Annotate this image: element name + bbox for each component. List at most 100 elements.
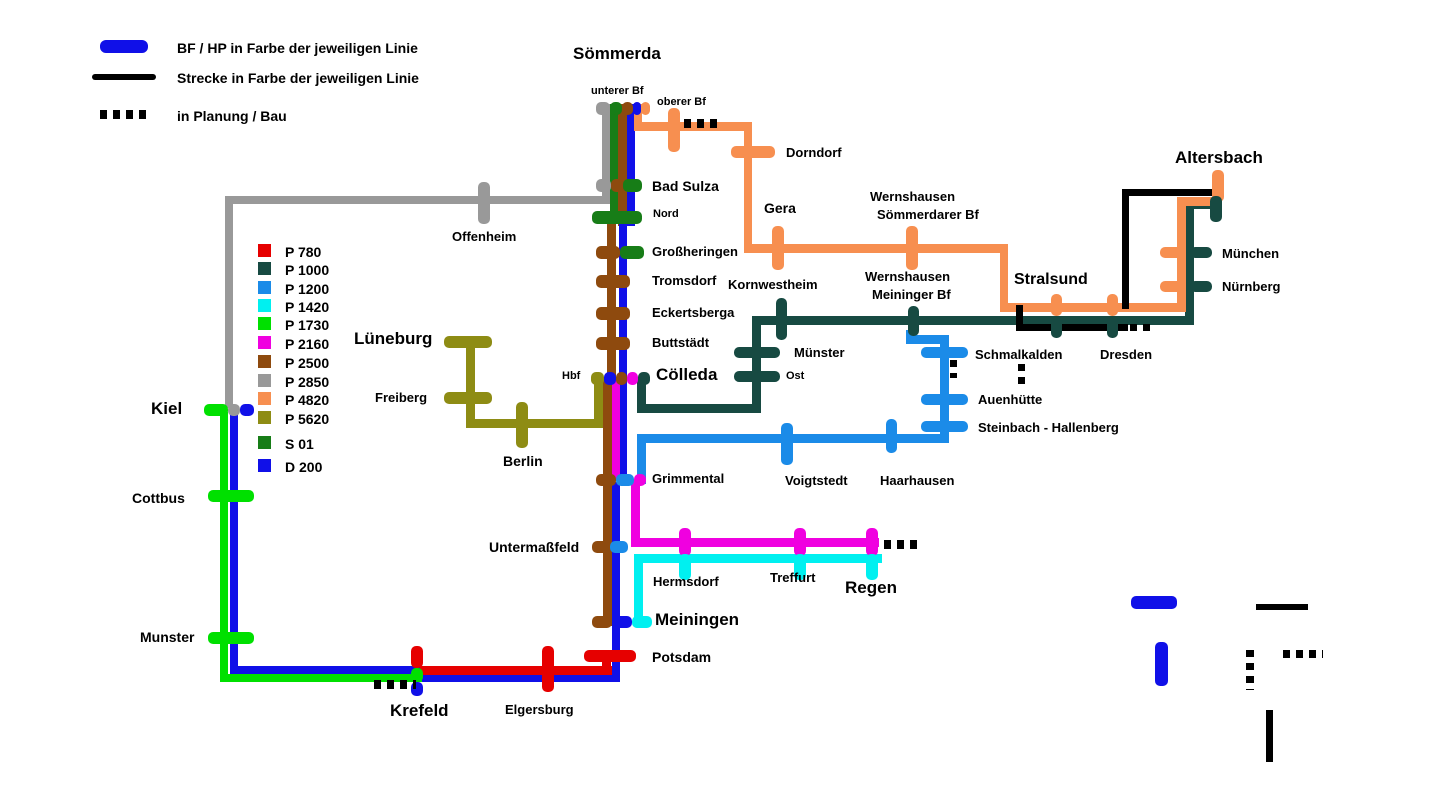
station-label: Steinbach - Hallenberg — [978, 420, 1119, 435]
station-marker-dblue — [633, 102, 641, 115]
station-marker-teal — [1190, 247, 1212, 258]
line-segment-cyan — [634, 554, 643, 622]
station-marker-dblue — [1131, 596, 1177, 609]
station-label: Sömmerda — [573, 44, 661, 63]
station-marker-orange — [906, 226, 918, 270]
station-marker-teal — [1190, 281, 1212, 292]
station-label: Bad Sulza — [652, 178, 719, 194]
line-legend-label: P 1730 — [285, 317, 330, 333]
station-label: Nürnberg — [1222, 279, 1281, 294]
station-label: Berlin — [503, 453, 543, 469]
legend-label-bf-hp: BF / HP in Farbe der jeweiligen Linie — [177, 40, 418, 56]
station-marker-teal — [908, 306, 919, 336]
line-segment-orange — [1000, 244, 1008, 312]
station-label: Freiberg — [375, 390, 428, 405]
line-segment-dblue — [627, 104, 635, 226]
station-label: Auenhütte — [978, 392, 1043, 407]
station-marker-blue — [921, 347, 968, 358]
station-marker-brown — [596, 474, 616, 486]
line-color-swatch-olive — [258, 411, 271, 424]
line-segment-brown — [603, 380, 612, 626]
station-label: Meininger Bf — [872, 287, 951, 302]
station-marker-orange — [1107, 294, 1118, 316]
station-marker-cyan — [794, 554, 806, 580]
line-legend-item: P 4820 — [258, 392, 378, 408]
station-label: Nord — [653, 208, 679, 220]
station-marker-orange — [1160, 281, 1182, 292]
line-segment-blue — [906, 335, 948, 344]
legend-station-bar-swatch — [100, 40, 148, 53]
line-segment-orange — [1000, 303, 1186, 312]
line-legend-item: S 01 — [258, 436, 378, 452]
line-legend-label: P 1200 — [285, 281, 330, 297]
station-label: Wernshausen — [870, 189, 956, 204]
station-label: Munster — [140, 629, 195, 645]
planned-section-dots — [374, 680, 416, 689]
station-marker-green — [411, 668, 423, 682]
station-marker-orange — [731, 146, 775, 158]
line-color-swatch-magenta — [258, 336, 271, 349]
line-segment-magenta — [612, 380, 620, 480]
station-marker-orange — [772, 226, 784, 270]
station-marker-dgreen — [592, 211, 642, 224]
station-marker-red — [542, 646, 554, 692]
line-legend-item: D 200 — [258, 459, 378, 475]
line-color-swatch-cyan — [258, 299, 271, 312]
station-label: unterer Bf — [591, 85, 644, 97]
station-label: oberer Bf — [657, 96, 706, 108]
station-marker-dblue — [1155, 642, 1168, 686]
station-label: Ost — [786, 370, 805, 382]
line-legend-label: P 1000 — [285, 262, 330, 278]
station-label: Grimmental — [652, 471, 725, 486]
station-marker-magenta — [627, 372, 638, 385]
station-marker-brown — [616, 372, 627, 385]
station-label: Altersbach — [1175, 148, 1263, 167]
station-marker-dgreen — [620, 246, 644, 259]
station-label: Stralsund — [1014, 271, 1088, 288]
station-marker-brown — [592, 541, 610, 553]
line-segment-dblue — [230, 666, 422, 674]
planned-section-dots — [1130, 324, 1156, 331]
station-marker-blue — [921, 394, 968, 405]
line-segment-dblue — [230, 412, 238, 674]
line-legend-label: P 5620 — [285, 411, 330, 427]
line-segment-teal — [752, 316, 1194, 325]
station-label: Dorndorf — [786, 145, 842, 160]
station-marker-magenta — [794, 528, 806, 556]
station-marker-brown — [596, 275, 630, 288]
station-marker-teal — [638, 372, 650, 385]
planned-section-dots — [1283, 650, 1323, 658]
planned-section-dots — [884, 540, 922, 549]
station-marker-dgreen — [623, 179, 642, 192]
station-label: Meiningen — [655, 610, 740, 629]
line-segment-black — [1256, 604, 1308, 610]
station-marker-olive — [444, 336, 492, 348]
station-marker-red — [584, 650, 636, 662]
line-color-swatch-dblue — [258, 459, 271, 472]
station-marker-dgreen — [610, 102, 622, 115]
line-segment-gray — [225, 196, 233, 408]
planned-section-dots — [1246, 650, 1254, 690]
station-marker-magenta — [634, 474, 646, 486]
station-label: Untermaßfeld — [489, 539, 580, 555]
station-marker-cyan — [632, 616, 652, 628]
line-legend-label: P 780 — [285, 244, 322, 260]
line-segment-black — [1266, 710, 1273, 762]
line-segment-teal — [752, 316, 761, 413]
station-marker-teal — [1051, 316, 1062, 338]
line-segment-black — [1122, 189, 1216, 196]
station-marker-green — [204, 404, 228, 416]
station-marker-red — [411, 646, 423, 668]
line-color-swatch-orange — [258, 392, 271, 405]
line-legend-label: P 2850 — [285, 374, 330, 390]
station-label: Cottbus — [132, 490, 185, 506]
station-label: Gera — [764, 200, 796, 216]
station-marker-brown — [622, 102, 633, 115]
station-label: Offenheim — [452, 229, 517, 244]
station-marker-gray — [596, 179, 611, 192]
line-segment-olive — [594, 378, 603, 426]
line-legend-label: P 1420 — [285, 299, 330, 315]
station-label: Hermsdorf — [653, 574, 719, 589]
line-legend-label: P 2160 — [285, 336, 330, 352]
line-segment-orange — [744, 244, 1008, 253]
